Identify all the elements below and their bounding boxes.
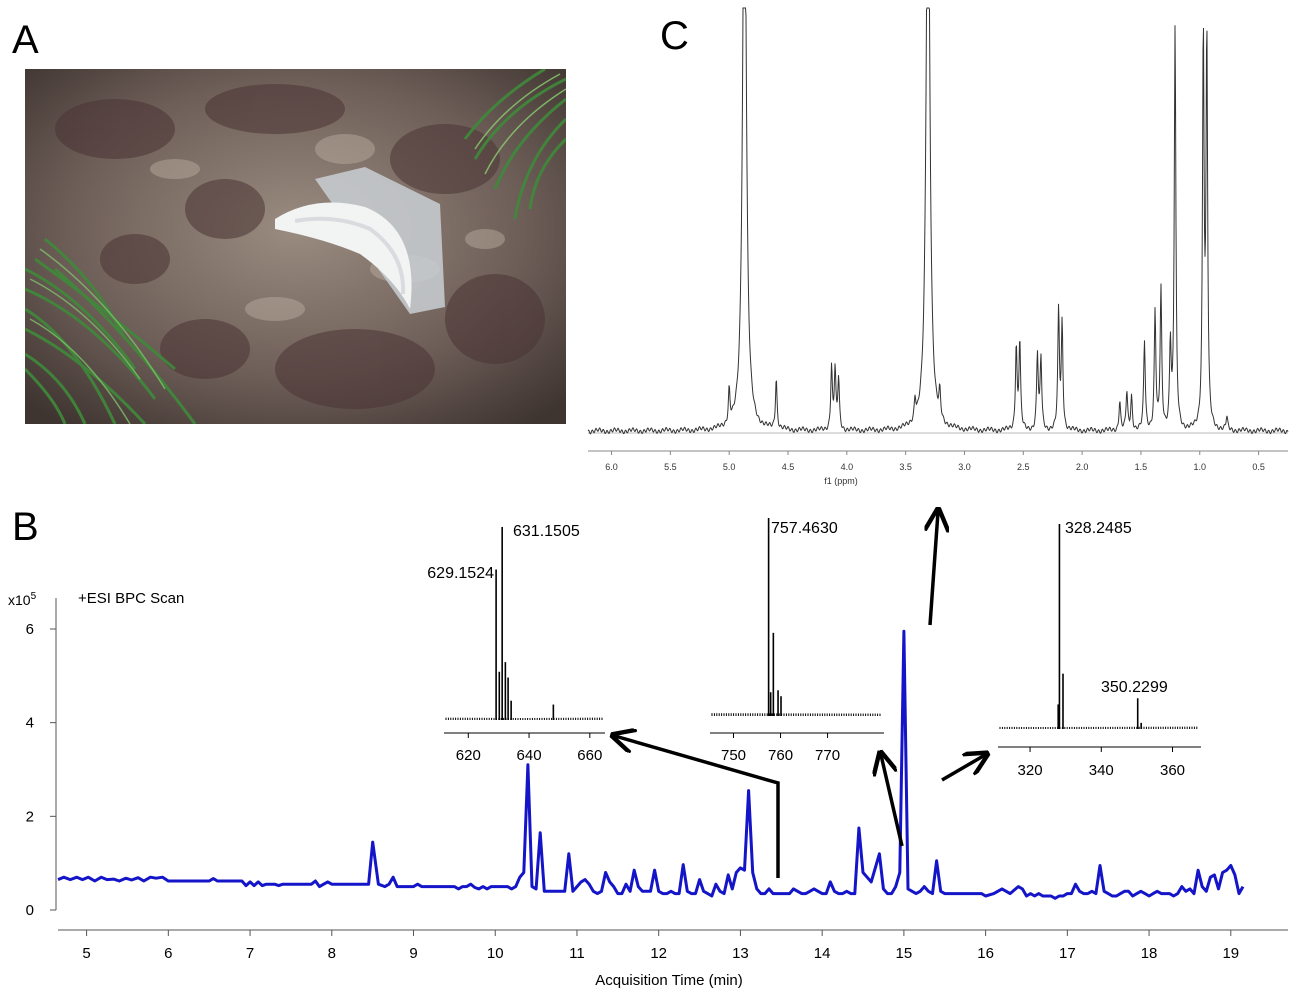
ms-x-tick-label: 340	[1089, 762, 1114, 779]
ms-x-tick-label: 360	[1160, 762, 1185, 779]
nmr-trace	[587, 7, 1289, 435]
bpc-scale-label: x105	[8, 591, 37, 608]
bpc-x-tick-label: 6	[164, 945, 172, 962]
bpc-x-tick-label: 13	[732, 945, 749, 962]
arrow-peak-15-3-ms	[941, 755, 985, 782]
nmr-x-tick-label: 2.0	[1076, 462, 1089, 472]
bpc-y-tick-label: 2	[26, 808, 34, 825]
bpc-y-tick-label: 4	[26, 715, 34, 732]
ms-x-tick-label: 320	[1018, 762, 1043, 779]
bpc-x-tick-label: 7	[246, 945, 254, 962]
nmr-x-tick-label: 3.5	[899, 462, 912, 472]
ms-inset-2: 750 760 770 757.4630	[710, 518, 884, 764]
bpc-y-tick-label: 6	[26, 621, 34, 638]
ms-peak-label: 629.1524	[427, 565, 494, 582]
arrow-peak-13-4	[615, 736, 780, 878]
bpc-x-tick-label: 10	[487, 945, 504, 962]
bpc-x-tick-label: 17	[1059, 945, 1076, 962]
bpc-x-tick-label: 8	[328, 945, 336, 962]
nmr-x-label: f1 (ppm)	[824, 476, 858, 486]
ms-inset-3: 320 340 360 328.2485 350.2299	[998, 520, 1201, 779]
bpc-x-tick-label: 5	[82, 945, 90, 962]
ms-x-tick-label: 620	[456, 747, 481, 764]
ms-x-tick-label: 760	[768, 747, 793, 764]
bpc-x-label: Acquisition Time (min)	[595, 972, 743, 988]
nmr-x-tick-label: 5.5	[664, 462, 677, 472]
nmr-x-tick-label: 4.5	[782, 462, 795, 472]
nmr-x-tick-label: 5.0	[723, 462, 736, 472]
nmr-x-tick-label: 0.5	[1252, 462, 1265, 472]
ms-peak-label: 631.1505	[513, 523, 580, 540]
bpc-x-tick-label: 12	[650, 945, 667, 962]
panel-label-c: C	[660, 14, 689, 58]
ms-peak-label: 328.2485	[1065, 520, 1132, 537]
nmr-x-tick-label: 4.0	[841, 462, 854, 472]
nmr-x-tick-label: 3.0	[958, 462, 971, 472]
bpc-x-tick-label: 9	[409, 945, 417, 962]
ms-x-tick-label: 640	[517, 747, 542, 764]
panel-label-b: B	[12, 505, 39, 549]
panel-label-a: A	[12, 18, 39, 62]
nmr-x-tick-label: 1.5	[1135, 462, 1148, 472]
nmr-x-tick-label: 2.5	[1017, 462, 1030, 472]
bpc-x-tick-label: 19	[1222, 945, 1239, 962]
ms-inset-1: 620 640 660 629.1524 631.1505	[427, 523, 605, 764]
tidepool-photo	[25, 69, 566, 424]
nmr-x-tick-label: 1.0	[1194, 462, 1207, 472]
arrow-peak-15-0	[881, 755, 904, 847]
nmr-spectrum: 6.0 5.5 5.0 4.5 4.0 3.5 3.0 2.5 2.0 1.5 1.0 0.5 f1 …	[587, 7, 1289, 486]
bpc-x-tick-label: 18	[1141, 945, 1158, 962]
arrow-peak-15-3-nmr	[930, 512, 938, 626]
bpc-trace	[57, 629, 1245, 900]
ms-x-tick-label: 770	[815, 747, 840, 764]
ms-x-tick-label: 750	[721, 747, 746, 764]
bpc-x-tick-label: 16	[977, 945, 994, 962]
bpc-scan-label: +ESI BPC Scan	[78, 590, 184, 607]
nmr-x-tick-label: 6.0	[605, 462, 618, 472]
bpc-x-tick-label: 14	[814, 945, 831, 962]
bpc-chromatogram: 5 6 7 8 9 10 11 12 13 14 15 16 17 18 19 0 2 4 6 x105 +ESI…	[8, 590, 1288, 988]
ms-peak-label: 350.2299	[1101, 679, 1168, 696]
ms-peak-label: 757.4630	[771, 520, 838, 537]
bpc-y-tick-label: 0	[26, 902, 34, 919]
ms-x-tick-label: 660	[577, 747, 602, 764]
bpc-x-tick-label: 15	[896, 945, 913, 962]
bpc-x-tick-label: 11	[569, 945, 585, 962]
